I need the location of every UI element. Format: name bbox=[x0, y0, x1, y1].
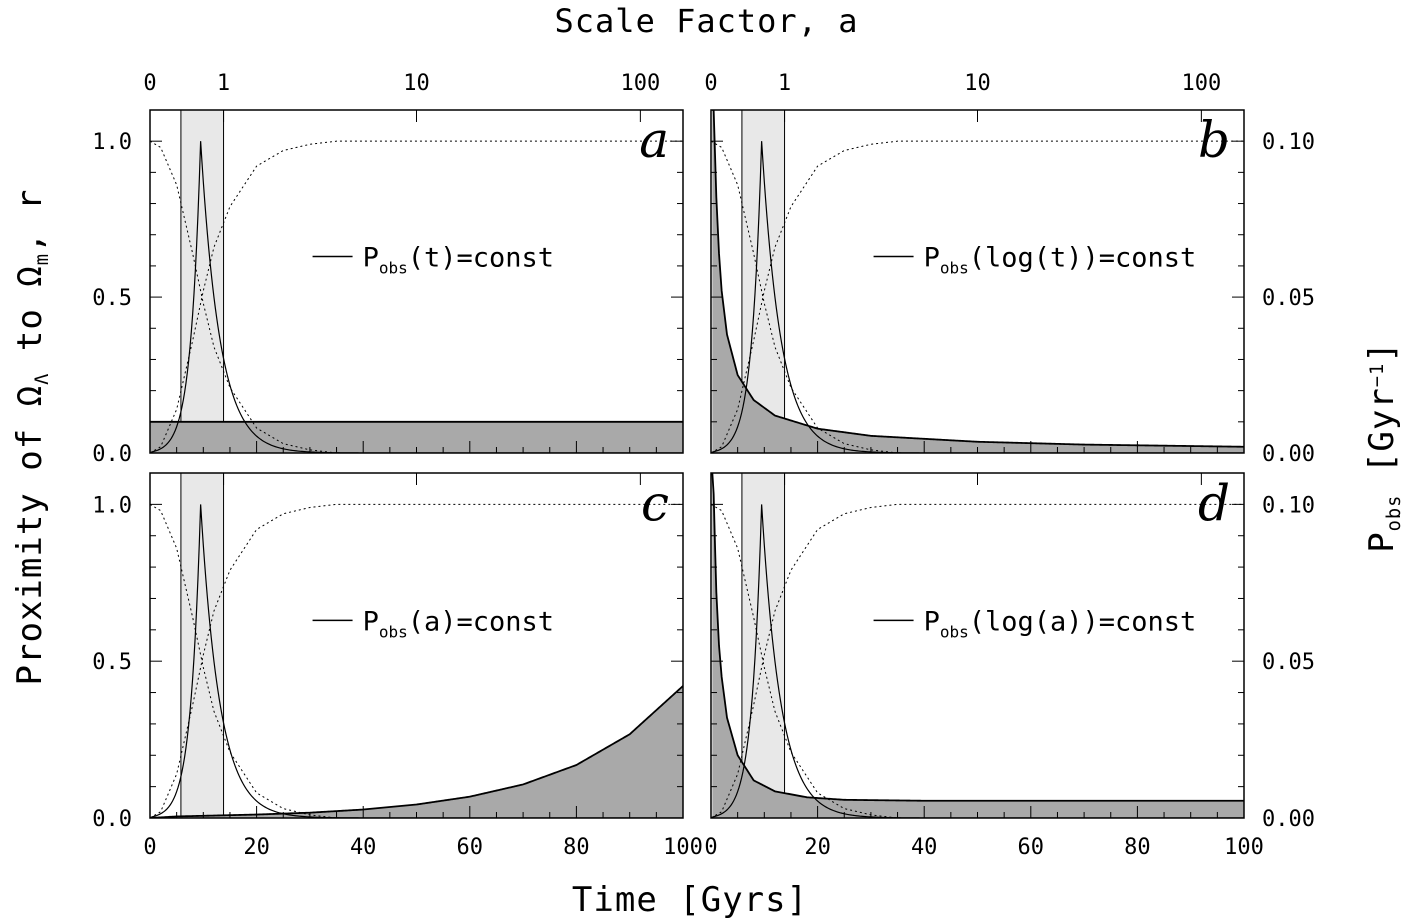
legend-rest: (log(a))=const bbox=[969, 606, 1197, 637]
panel-a: 0 1 10 100 0.0 0.5 1.0 a Pobs(t)=const bbox=[92, 71, 684, 467]
omega-lambda-curve bbox=[150, 503, 683, 818]
top-axis-title: Scale Factor, a bbox=[554, 2, 859, 40]
top-tick-label: 10 bbox=[964, 71, 991, 96]
ticks bbox=[149, 109, 684, 454]
x-tick-label: 20 bbox=[243, 835, 270, 860]
legend-label: Pobs(a)=const bbox=[363, 606, 554, 641]
legend-sub: obs bbox=[379, 622, 408, 641]
panel-b: 0 1 10 100 0.00 0.05 0.10 b Pobs(log(t))=const bbox=[704, 71, 1315, 467]
y-tick-label: 0.0 bbox=[92, 807, 132, 832]
y2-tick-label: 0.00 bbox=[1262, 807, 1315, 832]
panel-frame bbox=[710, 472, 1245, 819]
panel-letter: c bbox=[641, 474, 669, 532]
x-tick-label: 80 bbox=[1124, 835, 1151, 860]
legend-p: P bbox=[924, 243, 940, 274]
panel-letter: b bbox=[1198, 111, 1230, 169]
legend-label: Pobs(log(a))=const bbox=[924, 606, 1197, 641]
omega-m-curve bbox=[711, 503, 1244, 818]
omega-m-curve bbox=[150, 503, 683, 818]
panel-letter: d bbox=[1198, 474, 1230, 532]
p-obs-area bbox=[150, 685, 683, 818]
panel-frame bbox=[710, 109, 1245, 454]
y2-tick-label: 0.10 bbox=[1262, 493, 1315, 518]
proximity-curve bbox=[150, 504, 683, 818]
p-obs-line bbox=[711, 473, 1244, 802]
y-tick-label: 0.5 bbox=[92, 286, 132, 311]
panel-frame bbox=[149, 109, 684, 454]
x-tick-label: 20 bbox=[804, 835, 831, 860]
x-tick-label: 80 bbox=[563, 835, 590, 860]
bottom-axis-title: Time [Gyrs] bbox=[571, 880, 809, 920]
x-tick-label: 0 bbox=[143, 835, 156, 860]
top-tick-label: 0 bbox=[704, 71, 717, 96]
top-tick-label: 100 bbox=[1181, 71, 1221, 96]
top-tick-label: 1 bbox=[778, 71, 791, 96]
x-tick-label: 60 bbox=[1018, 835, 1045, 860]
omega-m-curve bbox=[150, 140, 683, 453]
top-tick-label: 1 bbox=[217, 71, 230, 96]
y-tick-label: 1.0 bbox=[92, 130, 132, 155]
legend-sub: obs bbox=[379, 259, 408, 278]
ticks bbox=[710, 109, 1245, 454]
legend-rest: (log(t))=const bbox=[969, 243, 1197, 274]
top-tick-label: 100 bbox=[620, 71, 660, 96]
legend-sub: obs bbox=[940, 622, 969, 641]
y2-tick-label: 0.10 bbox=[1262, 130, 1315, 155]
top-tick-label: 0 bbox=[143, 71, 156, 96]
legend-rest: (a)=const bbox=[408, 606, 554, 637]
y-tick-label: 0.5 bbox=[92, 650, 132, 675]
y2-tick-label: 0.00 bbox=[1262, 442, 1315, 467]
top-tick-label: 10 bbox=[403, 71, 430, 96]
x-tick-label: 40 bbox=[350, 835, 377, 860]
y-tick-label: 0.0 bbox=[92, 442, 132, 467]
panel-c: 0 20 40 60 80 100 0.0 0.5 1.0 c Pobs(a)=const bbox=[92, 472, 703, 860]
legend-sub: obs bbox=[940, 259, 969, 278]
proximity-curve bbox=[711, 504, 1244, 818]
ticks bbox=[710, 472, 1245, 819]
legend-label: Pobs(t)=const bbox=[363, 243, 554, 278]
y2-tick-label: 0.05 bbox=[1262, 650, 1315, 675]
p-obs-area bbox=[150, 421, 683, 453]
y2-tick-label: 0.05 bbox=[1262, 286, 1315, 311]
ticks bbox=[149, 472, 684, 819]
omega-lambda-curve bbox=[711, 503, 1244, 818]
proximity-curve bbox=[711, 141, 1244, 453]
proximity-curve bbox=[150, 141, 683, 453]
x-tick-label: 60 bbox=[457, 835, 484, 860]
x-tick-label: 100 bbox=[663, 835, 703, 860]
p-obs-line bbox=[150, 685, 683, 818]
p-obs-area bbox=[712, 473, 1244, 818]
p-obs-line bbox=[712, 110, 1244, 448]
panel-letter: a bbox=[639, 111, 669, 169]
x-tick-label: 40 bbox=[911, 835, 938, 860]
panel-d: 0 20 40 60 80 100 0.00 0.05 0.10 d Pobs(log(a))=co… bbox=[704, 472, 1315, 860]
x-tick-label: 0 bbox=[704, 835, 717, 860]
y-tick-label: 1.0 bbox=[92, 493, 132, 518]
legend-p: P bbox=[363, 606, 379, 637]
legend-p: P bbox=[363, 243, 379, 274]
legend-p: P bbox=[924, 606, 940, 637]
legend-rest: (t)=const bbox=[408, 243, 554, 274]
omega-lambda-curve bbox=[150, 140, 683, 453]
x-tick-label: 100 bbox=[1224, 835, 1264, 860]
legend-label: Pobs(log(t))=const bbox=[924, 243, 1197, 278]
omega-lambda-curve bbox=[711, 140, 1244, 453]
p-obs-area bbox=[712, 110, 1244, 453]
omega-m-curve bbox=[711, 140, 1244, 453]
